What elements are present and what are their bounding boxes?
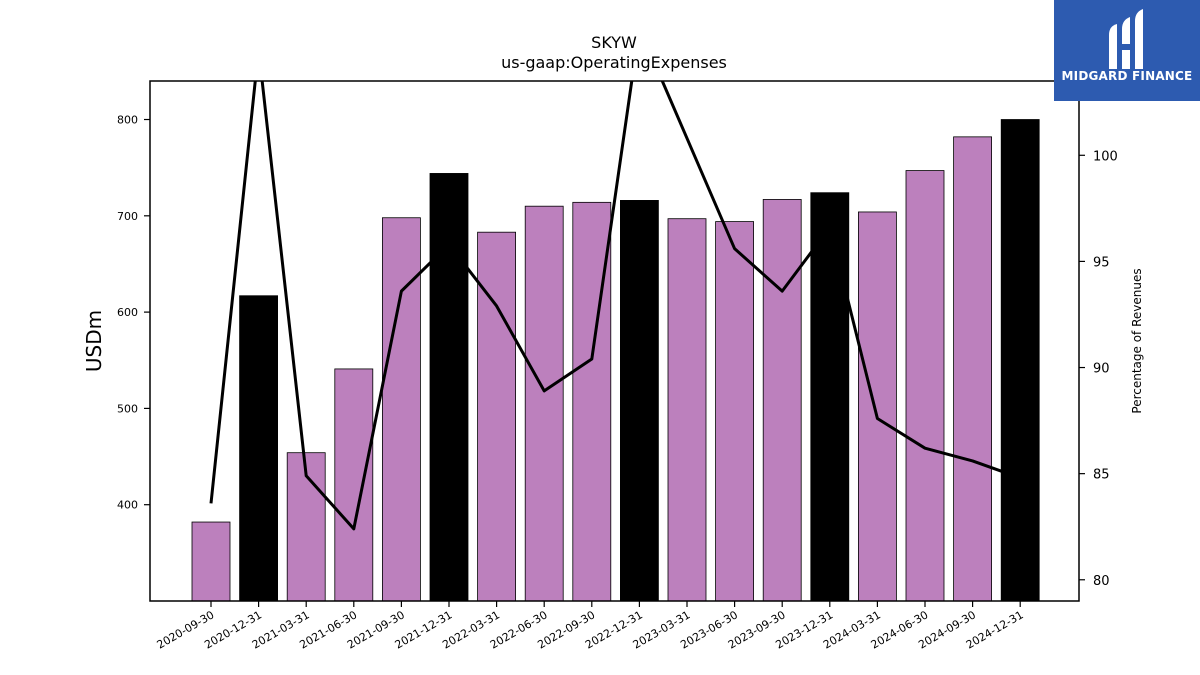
y-tick-label: 500 bbox=[117, 402, 138, 415]
y-tick-label: 700 bbox=[117, 210, 138, 223]
left-axis: 400 500 600 700 800 bbox=[117, 114, 150, 512]
bar bbox=[667, 218, 707, 601]
y-tick-label: 400 bbox=[117, 499, 138, 512]
y-axis-label: USDm bbox=[82, 310, 106, 372]
bar bbox=[429, 173, 469, 601]
chart-subtitle: us-gaap:OperatingExpenses bbox=[501, 53, 727, 72]
bar bbox=[334, 368, 374, 601]
bar bbox=[858, 211, 897, 601]
bar-series bbox=[191, 119, 1040, 601]
bar bbox=[191, 521, 231, 601]
bar bbox=[239, 295, 279, 601]
y-tick-label: 800 bbox=[117, 114, 138, 127]
bar bbox=[715, 221, 754, 601]
x-axis: 2020-09-302020-12-312021-03-312021-06-30… bbox=[155, 601, 1026, 652]
bar bbox=[1000, 119, 1040, 601]
y-axis-right-label: Percentage of Revenues bbox=[1130, 268, 1144, 413]
y-right-tick-label: 80 bbox=[1093, 574, 1110, 589]
bar bbox=[620, 200, 659, 601]
bar bbox=[953, 136, 992, 601]
plot-frame bbox=[149, 80, 1080, 602]
chart-title: SKYW bbox=[591, 33, 637, 52]
bar bbox=[477, 231, 517, 601]
y-right-tick-label: 90 bbox=[1093, 362, 1110, 377]
y-right-tick-label: 100 bbox=[1093, 149, 1118, 164]
midgard-finance-logo: MIDGARD FINANCE bbox=[1054, 0, 1200, 101]
y-right-tick-label: 95 bbox=[1093, 255, 1110, 270]
y-right-tick-label: 85 bbox=[1093, 468, 1110, 483]
bar bbox=[524, 205, 564, 601]
line-series bbox=[209, 81, 1021, 531]
bar bbox=[905, 170, 945, 601]
y-tick-label: 600 bbox=[117, 306, 138, 319]
line-path bbox=[209, 81, 1021, 531]
logo-text: MIDGARD FINANCE bbox=[1061, 69, 1193, 83]
logo-mark-icon bbox=[1109, 9, 1143, 69]
bar bbox=[762, 199, 802, 601]
bar bbox=[810, 192, 850, 601]
right-axis: 80 85 90 95 100 bbox=[1079, 149, 1118, 589]
bar bbox=[381, 217, 421, 601]
